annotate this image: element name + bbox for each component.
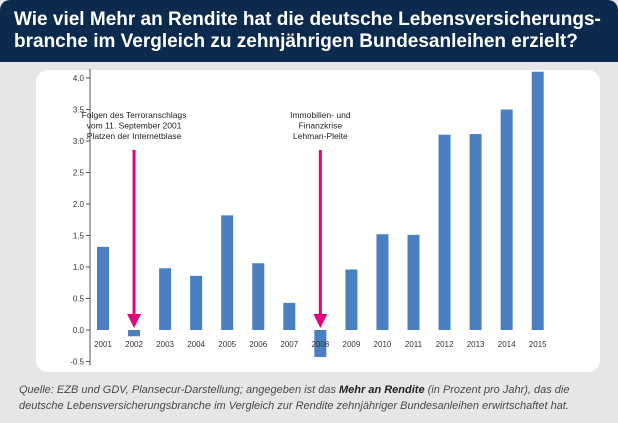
y-tick-label: 4.0 — [73, 74, 85, 83]
annotation-text: Immobilien- und — [290, 110, 351, 120]
bar-2005 — [221, 215, 234, 330]
x-tick-label: 2002 — [125, 340, 143, 349]
y-tick-label: -0.5 — [70, 358, 84, 367]
bar-2011 — [407, 234, 420, 330]
bar-2007 — [283, 302, 296, 330]
bar-2014 — [500, 109, 513, 330]
x-tick-label: 2011 — [405, 340, 423, 349]
x-tick-label: 2001 — [94, 340, 112, 349]
source-note: Quelle: EZB und GDV, Plansecur-Darstellu… — [19, 382, 609, 414]
x-tick-label: 2015 — [529, 340, 547, 349]
x-tick-label: 2007 — [280, 340, 298, 349]
x-tick-label: 2014 — [498, 340, 516, 349]
y-tick-label: 2.0 — [73, 200, 85, 209]
annotation-text: Folgen des Terroranschlags — [82, 110, 187, 120]
annotation-text: Lehman-Pleite — [293, 131, 348, 141]
x-tick-label: 2005 — [218, 340, 236, 349]
arrow-head — [313, 314, 328, 328]
x-tick-label: 2012 — [436, 340, 454, 349]
bar-2004 — [190, 275, 203, 330]
bar-2009 — [345, 269, 358, 330]
y-tick-label: 1.5 — [73, 232, 85, 241]
bar-2012 — [438, 134, 451, 330]
x-tick-label: 2006 — [249, 340, 267, 349]
y-tick-label: 0.5 — [73, 295, 85, 304]
header-bar: Wie viel Mehr an Rendite hat die deutsch… — [0, 0, 618, 62]
y-tick-label: 2.5 — [73, 169, 85, 178]
y-tick-label: 3.0 — [73, 137, 85, 146]
x-tick-label: 2008 — [311, 340, 329, 349]
x-tick-label: 2004 — [187, 340, 205, 349]
y-tick-label: 0.0 — [73, 326, 85, 335]
x-tick-label: 2009 — [343, 340, 361, 349]
bar-2002 — [128, 330, 141, 337]
y-tick-label: 1.0 — [73, 263, 85, 272]
source-bold: Mehr an Rendite — [339, 384, 425, 396]
annotation-text: Finanzkrise — [299, 121, 343, 131]
source-prefix: Quelle: EZB und GDV, Plansecur-Darstellu… — [19, 384, 339, 396]
bar-2015 — [531, 71, 544, 330]
bars — [97, 71, 544, 358]
annotation-text: Platzen der Internetblase — [87, 131, 182, 141]
x-tick-label: 2003 — [156, 340, 174, 349]
x-axis-labels: 2001 2002 2003 2004 2005 2006 2007 2008 2009 2010… — [94, 340, 547, 349]
x-tick-label: 2010 — [374, 340, 392, 349]
bar-2001 — [97, 246, 109, 330]
chart-title: Wie viel Mehr an Rendite hat die deutsch… — [14, 9, 601, 52]
annotation-text: vom 11. September 2001 — [87, 121, 182, 131]
y-axis: 4.0 3.5 3.0 2.5 2.0 1.5 1.0 0.5 0.0 -0.5 — [70, 68, 91, 367]
x-tick-label: 2013 — [467, 340, 485, 349]
y-tick-label: 3.5 — [73, 106, 85, 115]
source-suffix: (in Prozent pro Jahr), das die deutsche … — [19, 384, 570, 412]
bar-2006 — [252, 263, 265, 330]
bar-2003 — [159, 268, 172, 330]
arrow-head — [127, 314, 142, 328]
bar-2010 — [376, 234, 389, 330]
bar-2008 — [314, 330, 327, 358]
bar-2013 — [469, 134, 482, 330]
